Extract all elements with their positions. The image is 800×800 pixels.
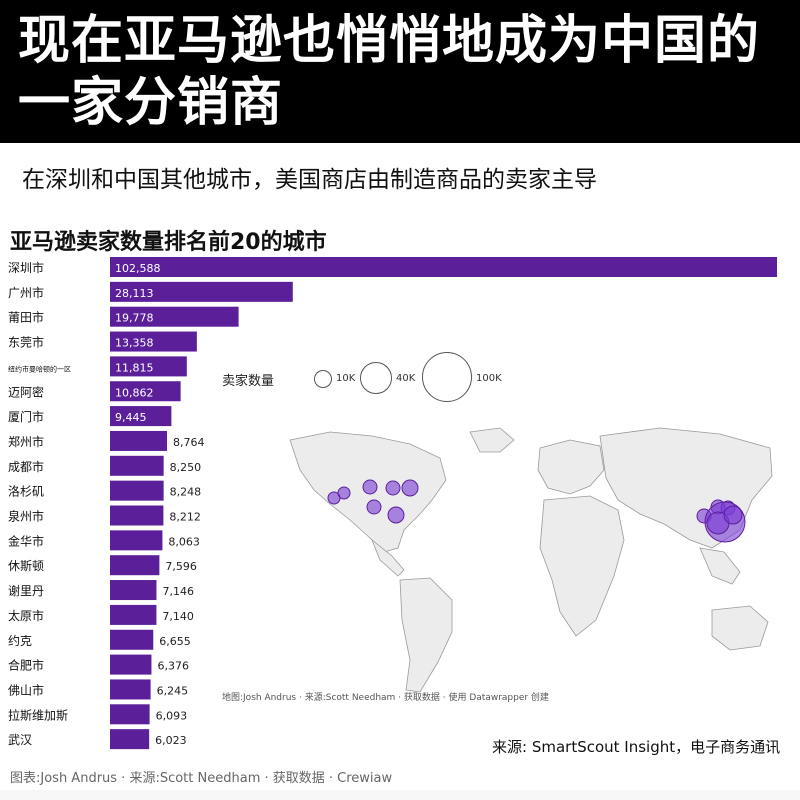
bubble-new-york [401,479,419,497]
bar [110,356,187,377]
greenland-shape [469,427,515,453]
value-label: 6,093 [156,709,188,722]
map-credit: 地图:Josh Andrus · 来源:Scott Needham · 获取数据… [222,693,549,703]
bar [110,679,151,700]
category-label: 厦门市 [8,409,44,424]
legend-label: 卖家数量 [222,374,275,389]
bar [110,406,172,427]
value-label: 8,250 [170,461,202,474]
bar [110,281,293,302]
legend-circle-small [314,370,332,388]
category-label: 谢里丹 [8,583,44,598]
category-label: 佛山市 [8,682,44,697]
category-label: 武汉 [8,733,32,747]
bar [110,480,164,501]
bottom-strip [0,790,800,800]
value-label: 8,212 [169,511,201,524]
bar [110,530,163,551]
value-label: 8,063 [168,535,200,548]
legend-circle-medium [360,362,392,394]
bar [110,704,150,725]
category-label: 成都市 [8,459,44,474]
value-label: 8,764 [173,436,205,449]
bar [110,654,152,675]
bar [110,729,150,750]
south-america-shape [399,577,453,693]
bar [110,505,164,526]
value-label: 9,445 [115,411,147,424]
bar [110,306,239,327]
bar [110,257,777,277]
bubble-houston [366,499,382,515]
southeast-asia-shape [699,547,741,585]
bar [110,455,164,476]
category-label: 东莞市 [8,335,44,350]
header-banner: 现在亚马逊也悄悄地成为中国的一家分销商 [0,0,800,143]
bar [110,629,154,650]
central-america-shape [371,538,405,577]
world-map [289,427,773,693]
category-label: 洛杉矶 [8,484,44,499]
value-label: 13,358 [115,337,154,350]
bar [110,331,197,352]
bubble-sheridan [362,479,378,495]
value-label: 11,815 [115,361,154,374]
value-label: 28,113 [115,287,154,300]
size-legend: 卖家数量 10K 40K 100K [222,350,552,410]
category-label: 广州市 [8,285,44,300]
value-label: 6,245 [157,684,189,697]
legend-size-medium: 40K [396,373,416,384]
australia-shape [711,605,769,651]
category-label: 深圳市 [8,260,44,275]
value-label: 8,248 [170,486,202,499]
category-label: 郑州市 [8,434,44,449]
chart-footer: 图表:Josh Andrus · 来源:Scott Needham · 获取数据… [10,771,393,786]
bar [110,381,181,402]
asia-shape [599,427,773,549]
africa-shape [539,495,625,637]
bar [110,580,157,601]
category-label: 莆田市 [8,310,44,325]
category-label: 太原市 [8,608,44,623]
value-label: 6,376 [157,660,189,673]
category-label: 迈阿密 [8,384,44,399]
value-label: 7,596 [165,560,197,573]
europe-shape [537,439,605,495]
legend-size-large: 100K [476,373,502,384]
bar [110,555,160,576]
category-label: 休斯顿 [8,559,44,573]
bubble-layer [327,479,746,543]
bar [110,604,157,625]
bubble-york [385,480,401,496]
chart-title: 亚马逊卖家数量排名前20的城市 [10,230,327,255]
source-note: 来源: SmartScout Insight，电子商务通讯 [492,738,781,756]
legend-circle-large [422,352,472,402]
headline: 现在亚马逊也悄悄地成为中国的一家分销商 [18,11,761,133]
bubble-las-vegas [337,486,351,500]
subtitle: 在深圳和中国其他城市，美国商店由制造商品的卖家主导 [22,167,597,193]
bar-series: 深圳市 102,588 广州市 28,113 莆田市 19,778 东莞市 13,358 纽约市… [8,257,777,750]
value-label: 102,588 [115,262,161,275]
legend-size-small: 10K [336,373,356,384]
value-label: 6,023 [155,734,187,747]
category-label: 泉州市 [8,509,44,524]
value-label: 19,778 [115,312,154,325]
value-label: 6,655 [159,635,191,648]
bubble-putian [723,505,743,525]
category-label: 拉斯维加斯 [8,707,68,722]
value-label: 7,140 [162,610,194,623]
category-label: 合肥市 [8,658,44,673]
category-label: 约克 [8,633,32,648]
value-label: 7,146 [162,585,194,598]
bar [110,430,167,451]
value-label: 10,862 [115,386,154,399]
category-label: 金华市 [8,533,44,548]
bubble-miami [387,506,405,524]
category-label: 纽约市曼哈顿的一区 [8,364,71,373]
